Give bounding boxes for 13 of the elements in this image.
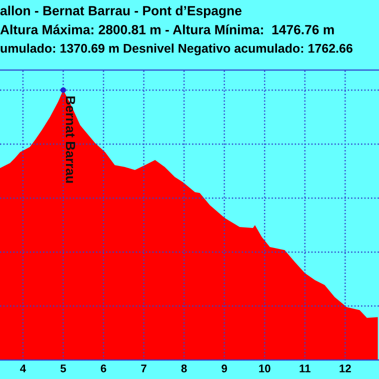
x-tick-label: 6: [100, 364, 106, 372]
x-tick-label: 7: [141, 364, 146, 372]
x-tick-label: 11: [300, 364, 310, 372]
x-tick-label: 8: [181, 364, 187, 372]
x-tick-label: 9: [222, 364, 228, 372]
text: umulado: 1370.69 m Desnivel Negativo acumulado: 1762.66: [0, 44, 352, 56]
annotation: Bernat Barrau: [66, 96, 76, 183]
chart-subtitle: Altura Máxima: 2800.81 m - Altura Mínima: 1476.76 m: [0, 24, 334, 34]
x-tick-label: 10: [259, 364, 270, 372]
x-tick-label: 12: [340, 364, 351, 372]
x-tick-label: 4: [20, 364, 26, 372]
chart-title: allon - Bernat Barrau - Pont d’Espagne: [0, 6, 242, 18]
x-tick-label: 5: [60, 364, 66, 372]
